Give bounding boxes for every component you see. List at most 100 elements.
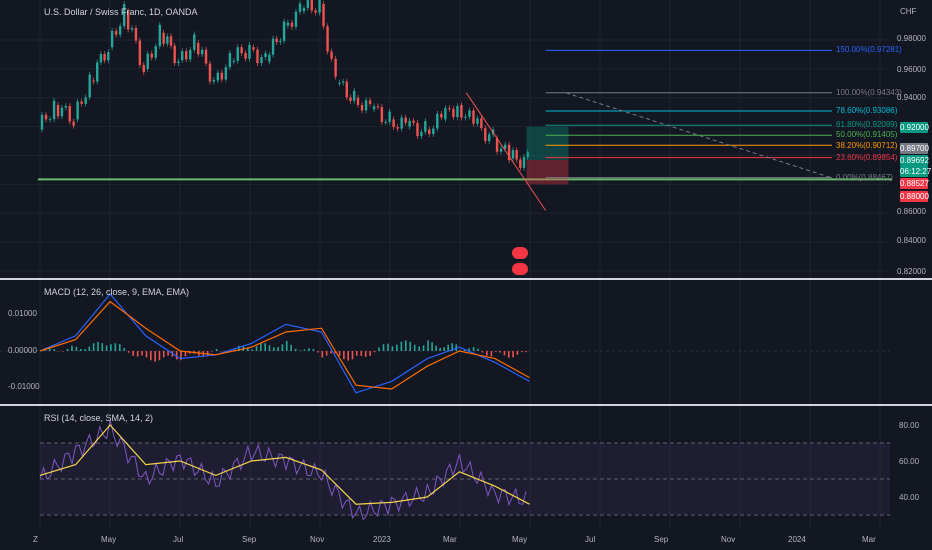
macd-histogram-bar	[84, 349, 86, 351]
candle-body	[334, 58, 337, 77]
candle-body	[298, 3, 302, 12]
macd-histogram-bar	[378, 347, 380, 351]
pane-separator[interactable]	[0, 404, 932, 406]
x-tick: 2023	[373, 535, 391, 544]
candle-body	[302, 8, 306, 12]
candle-body	[212, 79, 216, 82]
candle-body	[96, 62, 99, 82]
candle-body	[154, 46, 157, 58]
macd-histogram-bar	[512, 351, 514, 358]
candle-body	[181, 51, 184, 61]
macd-histogram-bar	[281, 344, 284, 351]
macd-histogram-bar	[490, 351, 493, 357]
candle-body	[236, 47, 239, 61]
candle-body	[204, 49, 208, 64]
macd-histogram-bar	[447, 344, 449, 351]
fib-label: 50.00%(0.91405)	[836, 130, 898, 139]
candle-body	[294, 11, 298, 27]
candle-body	[126, 11, 130, 30]
candle-body	[220, 72, 224, 80]
x-tick: May	[101, 535, 117, 544]
candle-body	[476, 118, 479, 124]
macd-histogram-bar	[325, 351, 328, 356]
macd-histogram-bar	[468, 348, 470, 351]
macd-histogram-bar	[334, 351, 337, 354]
candle-body	[279, 40, 282, 42]
macd-histogram-bar	[180, 351, 182, 361]
candle-body	[138, 40, 142, 65]
candle-body	[290, 22, 294, 27]
macd-histogram-bar	[472, 347, 475, 351]
candle-body	[84, 97, 87, 104]
macd-histogram-bar	[277, 347, 279, 351]
x-tick: May	[512, 535, 528, 544]
candle-body	[44, 114, 48, 120]
candle-body	[484, 128, 487, 142]
candle-body	[526, 152, 529, 157]
candle-body	[356, 97, 360, 105]
rsi-tick: 80.00	[899, 421, 920, 430]
macd-histogram-bar	[158, 351, 161, 361]
macd-histogram-bar	[150, 351, 152, 361]
x-tick: Nov	[310, 535, 325, 544]
macd-histogram-bar	[145, 351, 148, 358]
macd-histogram-bar	[141, 351, 143, 356]
price-tag-support: 0.88527	[900, 178, 929, 189]
candle-body	[468, 110, 471, 117]
candle-body	[380, 107, 384, 123]
macd-histogram-bar	[303, 349, 306, 351]
macd-histogram-bar	[123, 347, 126, 351]
candle-body	[396, 127, 399, 129]
candle-body	[244, 53, 247, 59]
macd-histogram-bar	[242, 345, 245, 351]
pane-separator[interactable]	[0, 278, 932, 280]
macd-histogram-bar	[75, 346, 78, 351]
candle-body	[224, 67, 228, 80]
macd-histogram-bar	[373, 351, 376, 353]
macd-histogram-bar	[71, 345, 73, 351]
candle-body	[404, 117, 407, 123]
x-tick: Sep	[654, 535, 669, 544]
candle-body	[252, 47, 255, 50]
candle-body	[99, 53, 103, 63]
price-tick: 0.98000	[897, 34, 926, 43]
candle-body	[275, 38, 278, 42]
candle-body	[368, 100, 372, 104]
candle-body	[372, 106, 376, 110]
fib-label: 100.00%(0.94343)	[836, 88, 902, 97]
event-flag-icon[interactable]	[512, 247, 528, 259]
macd-histogram-bar	[525, 351, 527, 353]
fib-label: 61.80%(0.92099)	[836, 120, 898, 129]
fib-label: 150.00%(0.97281)	[836, 45, 902, 54]
candle-body	[169, 36, 173, 46]
macd-tick: -0.01000	[8, 382, 40, 391]
candle-body	[103, 53, 106, 61]
candle-body	[228, 52, 232, 68]
fib-label: 78.60%(0.93086)	[836, 106, 898, 115]
macd-histogram-bar	[114, 343, 117, 351]
macd-tick: 0.01000	[8, 309, 37, 318]
macd-histogram-bar	[431, 342, 433, 351]
candle-body	[80, 101, 83, 104]
x-tick: Jul	[173, 535, 184, 544]
candle-body	[464, 116, 467, 118]
candle-body	[384, 121, 387, 123]
candle-body	[232, 60, 236, 62]
candle-body	[189, 49, 192, 60]
candle-body	[495, 138, 499, 152]
rsi-tick: 40.00	[899, 493, 920, 502]
earnings-icon[interactable]	[512, 263, 528, 275]
candle-body	[118, 26, 122, 35]
candle-body	[428, 129, 431, 135]
macd-histogram-bar	[343, 351, 345, 360]
macd-histogram-bar	[167, 351, 169, 356]
x-tick: 2024	[788, 535, 806, 544]
candle-body	[388, 111, 391, 122]
macd-histogram-bar	[439, 347, 441, 351]
candle-body	[376, 106, 380, 108]
candle-body	[76, 101, 79, 120]
candle-body	[400, 117, 403, 129]
macd-histogram-bar	[233, 348, 236, 351]
fib-label: 23.60%(0.89854)	[836, 153, 898, 162]
